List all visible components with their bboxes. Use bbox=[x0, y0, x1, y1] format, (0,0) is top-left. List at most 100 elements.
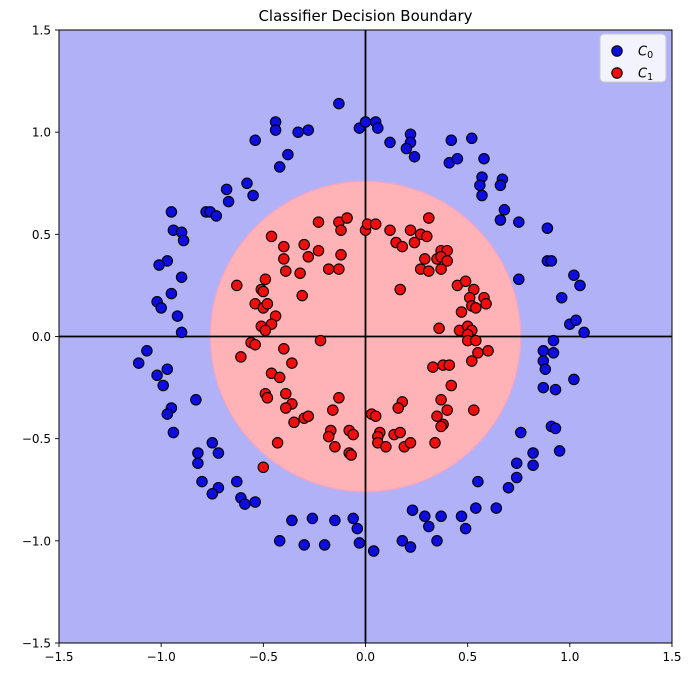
scatter-point-c1 bbox=[408, 236, 421, 249]
scatter-point-c0 bbox=[247, 189, 259, 202]
scatter-point-c1 bbox=[443, 359, 456, 371]
scatter-point-c0 bbox=[165, 287, 178, 300]
scatter-point-c1 bbox=[384, 224, 396, 236]
scatter-point-c1 bbox=[259, 273, 272, 286]
scatter-point-c1 bbox=[271, 437, 284, 449]
scatter-point-c1 bbox=[298, 238, 310, 251]
scatter-point-c0 bbox=[498, 204, 511, 216]
scatter-point-c0 bbox=[537, 381, 550, 394]
scatter-point-c1 bbox=[435, 420, 447, 433]
scatter-point-c1 bbox=[441, 404, 453, 416]
scatter-point-c0 bbox=[574, 279, 586, 292]
scatter-point-c0 bbox=[206, 437, 219, 449]
scatter-point-c1 bbox=[327, 404, 339, 416]
scatter-point-c1 bbox=[394, 426, 406, 439]
scatter-point-c0 bbox=[161, 408, 174, 420]
scatter-point-c0 bbox=[171, 310, 184, 322]
scatter-point-c0 bbox=[190, 394, 202, 406]
plot-border bbox=[58, 29, 673, 644]
scatter-point-c1 bbox=[280, 402, 292, 414]
scatter-point-c1 bbox=[302, 410, 315, 422]
scatter-point-c1 bbox=[445, 379, 458, 392]
scatter-point-c0 bbox=[241, 177, 253, 190]
scatter-point-c0 bbox=[269, 124, 282, 136]
scatter-point-c1 bbox=[466, 355, 478, 367]
scatter-point-c0 bbox=[478, 152, 490, 165]
scatter-point-c0 bbox=[367, 545, 380, 557]
scatter-point-c0 bbox=[404, 541, 417, 553]
scatter-point-c1 bbox=[470, 302, 482, 314]
scatter-point-c0 bbox=[372, 122, 384, 134]
scatter-point-c1 bbox=[427, 361, 439, 373]
scatter-point-c0 bbox=[539, 363, 552, 375]
scatter-point-c0 bbox=[196, 475, 208, 488]
scatter-point-c0 bbox=[396, 535, 409, 547]
scatter-point-c0 bbox=[249, 496, 261, 508]
x-tick-label: 0.0 bbox=[356, 650, 375, 664]
scatter-point-c1 bbox=[435, 263, 447, 275]
scatter-point-c0 bbox=[419, 510, 431, 523]
scatter-point-c0 bbox=[192, 447, 204, 459]
scatter-point-c0 bbox=[555, 291, 568, 304]
scatter-point-c0 bbox=[472, 475, 484, 488]
y-tick-label: 1.5 bbox=[32, 24, 51, 38]
plot-root: −1.5 −1.0 −0.5 0.0 0.5 1.0 1.5 −1.5 −1.0 −0.5 0.0 0… bbox=[22, 24, 682, 665]
scatter-point-c1 bbox=[312, 216, 325, 228]
scatter-point-c1 bbox=[347, 428, 359, 441]
scatter-point-c0 bbox=[220, 183, 233, 196]
scatter-point-c0 bbox=[537, 345, 550, 357]
scatter-point-c0 bbox=[141, 345, 153, 357]
y-tick-label: 1.0 bbox=[32, 126, 51, 140]
scatter-point-c1 bbox=[441, 255, 453, 267]
scatter-point-c1 bbox=[294, 267, 306, 279]
scatter-point-c0 bbox=[459, 522, 472, 535]
scatter-point-c1 bbox=[404, 437, 417, 449]
scatter-point-c0 bbox=[547, 334, 560, 347]
scatter-point-c1 bbox=[480, 298, 492, 310]
scatter-point-c1 bbox=[394, 283, 406, 296]
scatter-point-c0 bbox=[513, 216, 525, 228]
scatter-point-c0 bbox=[292, 126, 304, 138]
scatter-point-c1 bbox=[455, 306, 468, 318]
x-tick-label: 1.0 bbox=[560, 650, 579, 664]
scatter-point-c0 bbox=[515, 426, 527, 439]
scatter-point-c1 bbox=[322, 430, 335, 443]
scatter-point-c0 bbox=[206, 488, 219, 500]
scatter-point-c1 bbox=[235, 351, 247, 363]
scatter-point-c1 bbox=[280, 265, 292, 277]
scatter-point-c0 bbox=[192, 457, 204, 469]
scatter-point-c0 bbox=[161, 363, 174, 375]
scatter-point-c0 bbox=[510, 471, 523, 484]
scatter-point-c1 bbox=[265, 230, 278, 243]
scatter-point-c1 bbox=[423, 265, 435, 277]
scatter-point-c0 bbox=[445, 134, 458, 147]
scatter-point-c1 bbox=[468, 404, 480, 416]
scatter-point-c0 bbox=[568, 269, 580, 281]
scatter-point-c1 bbox=[431, 410, 443, 422]
scatter-point-c1 bbox=[429, 437, 441, 449]
scatter-point-c1 bbox=[335, 224, 347, 236]
scatter-point-c1 bbox=[335, 249, 347, 261]
scatter-point-c0 bbox=[431, 535, 443, 547]
scatter-point-c0 bbox=[177, 234, 190, 247]
scatter-point-c1 bbox=[459, 275, 472, 288]
scatter-point-c1 bbox=[286, 357, 298, 369]
scatter-point-c1 bbox=[278, 253, 290, 265]
scatter-point-c0 bbox=[351, 522, 364, 535]
scatter-point-c1 bbox=[261, 392, 274, 404]
y-tick-label: 0.5 bbox=[32, 228, 51, 242]
scatter-point-c1 bbox=[296, 289, 308, 302]
y-tick-label: −0.5 bbox=[22, 432, 51, 446]
scatter-point-c0 bbox=[451, 152, 464, 165]
scatter-point-c0 bbox=[165, 206, 178, 218]
scatter-point-c0 bbox=[384, 136, 396, 149]
scatter-point-c0 bbox=[359, 116, 372, 128]
x-tick-label: 0.5 bbox=[458, 650, 477, 664]
scatter-point-c0 bbox=[513, 273, 525, 286]
scatter-point-c1 bbox=[322, 263, 335, 275]
scatter-point-c0 bbox=[306, 512, 319, 525]
scatter-point-c0 bbox=[318, 539, 331, 551]
scatter-point-c0 bbox=[568, 373, 580, 386]
scatter-point-c0 bbox=[408, 150, 421, 163]
